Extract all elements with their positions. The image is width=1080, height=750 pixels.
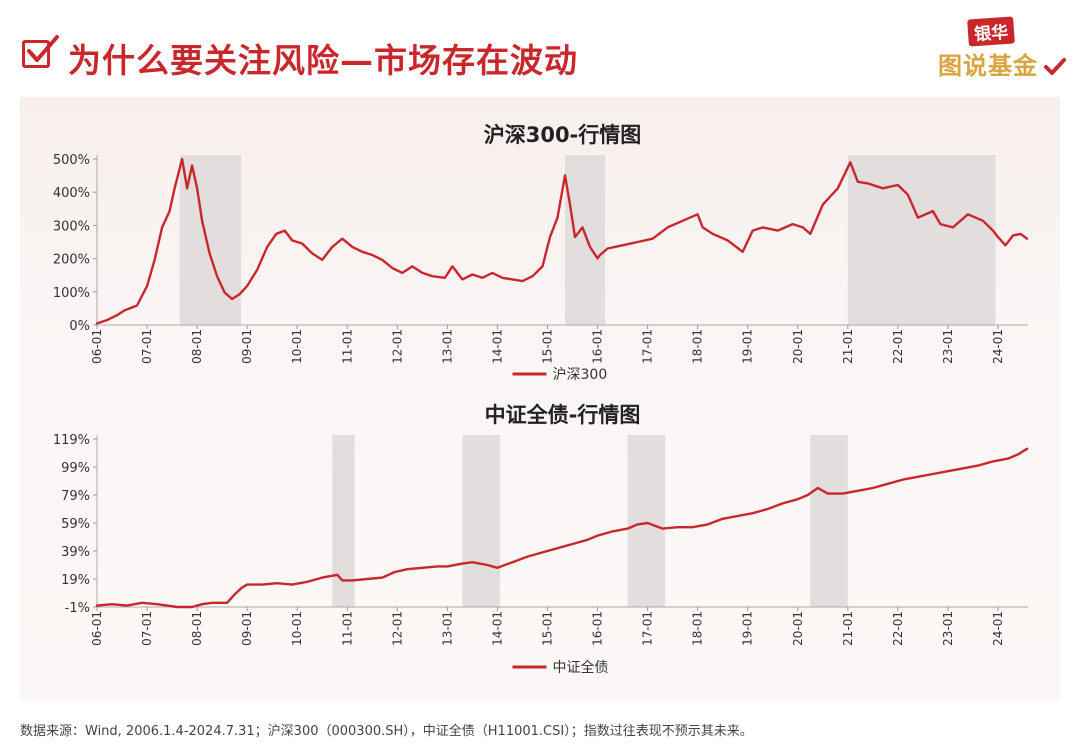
- x-tick-label-1-8: 14-01: [490, 611, 504, 646]
- x-tick-label-0-12: 18-01: [691, 329, 705, 364]
- series-line-1-0: [95, 447, 1029, 609]
- legend-label-1: 中证全债: [553, 659, 609, 676]
- source-note: 数据来源：Wind, 2006.1.4-2024.7.31；沪深300（0003…: [20, 724, 753, 739]
- x-tick-label-1-1: 07-01: [140, 611, 154, 646]
- y-tick-label-0-4: 400%: [53, 186, 90, 201]
- x-tick-label-1-7: 13-01: [440, 611, 454, 646]
- x-tick-label-0-18: 24-01: [991, 329, 1005, 364]
- shaded-period-0-1: [565, 155, 606, 325]
- shaded-period-1-3: [810, 435, 848, 607]
- x-tick-label-0-9: 15-01: [540, 329, 554, 364]
- x-tick-label-0-3: 09-01: [240, 329, 254, 364]
- x-tick-label-0-17: 23-01: [941, 329, 955, 364]
- x-tick-label-1-12: 18-01: [691, 611, 705, 646]
- x-tick-label-0-15: 21-01: [841, 329, 855, 364]
- x-tick-label-0-14: 20-01: [791, 329, 805, 364]
- charts-canvas: 沪深300-行情图 0% 100% 200% 300% 400% 500% 06-01 07-0…: [53, 123, 1029, 676]
- x-tick-label-1-0: 06-01: [90, 611, 104, 646]
- series-line-0-0: [95, 157, 1029, 325]
- brand-logo: 银华 图说基金: [938, 16, 1066, 82]
- y-tick-label-1-0: -1%: [65, 601, 90, 616]
- x-tick-label-0-13: 19-01: [741, 329, 755, 364]
- x-tick-label-0-10: 16-01: [591, 329, 605, 364]
- x-tick-label-0-16: 22-01: [891, 329, 905, 364]
- y-tick-label-1-4: 79%: [61, 489, 90, 504]
- y-tick-label-0-5: 500%: [53, 153, 90, 168]
- y-tick-label-0-3: 300%: [53, 219, 90, 234]
- y-tick-label-1-2: 39%: [61, 545, 90, 560]
- x-tick-label-1-16: 22-01: [891, 611, 905, 646]
- page-header: 为什么要关注风险—市场存在波动 银华 图说基金: [0, 0, 1080, 95]
- x-tick-label-0-7: 13-01: [440, 329, 454, 364]
- x-tick-label-1-9: 15-01: [540, 611, 554, 646]
- chart-title-0: 沪深300-行情图: [484, 123, 642, 147]
- x-tick-label-1-11: 17-01: [641, 611, 655, 646]
- x-tick-label-0-5: 11-01: [340, 329, 354, 364]
- legend-label-0: 沪深300: [553, 367, 608, 383]
- y-tick-label-0-0: 0%: [69, 319, 90, 334]
- shaded-period-1-2: [627, 435, 666, 607]
- y-tick-label-0-1: 100%: [53, 286, 90, 301]
- x-tick-label-0-0: 06-01: [90, 329, 104, 364]
- y-tick-label-1-1: 19%: [61, 573, 90, 588]
- x-tick-label-1-15: 21-01: [841, 611, 855, 646]
- x-tick-label-1-2: 08-01: [190, 611, 204, 646]
- logo-top-text: 银华: [967, 16, 1015, 47]
- chart-panel: 沪深300-行情图 0% 100% 200% 300% 400% 500% 06-01 07-0…: [20, 97, 1060, 701]
- shaded-period-0-2: [847, 155, 996, 325]
- checkbox-icon: [22, 35, 59, 68]
- x-tick-label-1-10: 16-01: [591, 611, 605, 646]
- x-tick-label-0-4: 10-01: [290, 329, 304, 364]
- shaded-period-1-0: [332, 435, 355, 607]
- x-tick-label-1-14: 20-01: [791, 611, 805, 646]
- y-tick-label-1-6: 119%: [53, 433, 90, 448]
- chart-title-1: 中证全债-行情图: [485, 403, 641, 427]
- y-tick-label-0-2: 200%: [53, 253, 90, 268]
- x-tick-label-1-18: 24-01: [991, 611, 1005, 646]
- x-tick-label-0-2: 08-01: [190, 329, 204, 364]
- x-tick-label-1-13: 19-01: [741, 611, 755, 646]
- y-tick-label-1-5: 99%: [61, 461, 90, 476]
- x-tick-label-0-6: 12-01: [390, 329, 404, 364]
- x-tick-label-0-11: 17-01: [641, 329, 655, 364]
- x-tick-label-1-17: 23-01: [941, 611, 955, 646]
- shaded-period-1-1: [462, 435, 500, 607]
- x-tick-label-1-4: 10-01: [290, 611, 304, 646]
- x-tick-label-1-3: 09-01: [240, 611, 254, 646]
- x-tick-label-0-8: 14-01: [490, 329, 504, 364]
- logo-check-icon: [1044, 58, 1066, 75]
- y-tick-label-1-3: 59%: [61, 517, 90, 532]
- page-title: 为什么要关注风险—市场存在波动: [68, 41, 578, 80]
- logo-bottom-text: 图说基金: [938, 52, 1038, 80]
- x-tick-label-0-1: 07-01: [140, 329, 154, 364]
- x-tick-label-1-5: 11-01: [340, 611, 354, 646]
- x-tick-label-1-6: 12-01: [390, 611, 404, 646]
